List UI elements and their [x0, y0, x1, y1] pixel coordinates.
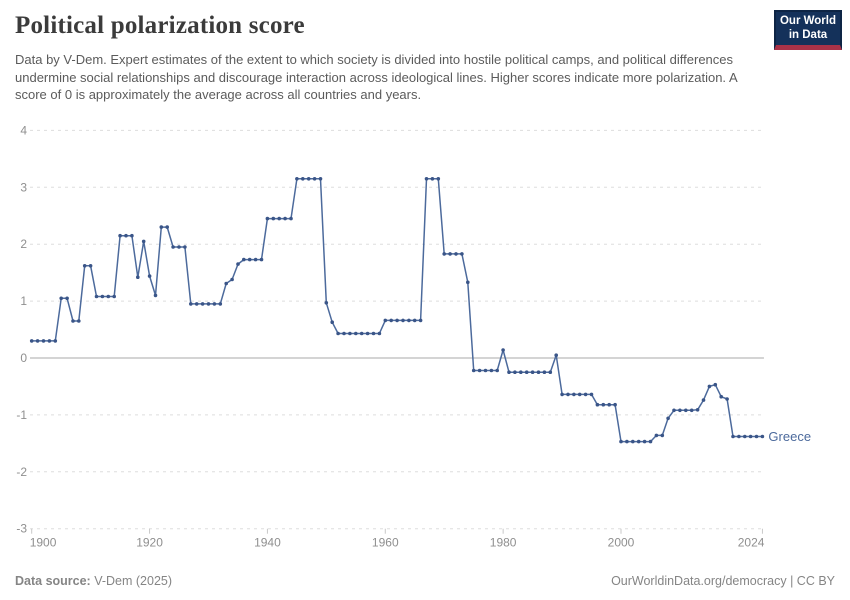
data-source-note: Data source: V-Dem (2025)	[15, 574, 172, 588]
y-axis-labels: 4 3 2 1 0 -1 -2 -3	[16, 123, 27, 535]
x-axis: 1900 1920 1940 1960 1980 2000 2024	[30, 528, 765, 550]
y-gridlines	[30, 129, 764, 530]
series-end-label-greece[interactable]: Greece	[768, 429, 811, 444]
svg-text:1900: 1900	[30, 536, 57, 550]
svg-text:1980: 1980	[490, 536, 517, 550]
greece-series-markers[interactable]	[29, 177, 765, 444]
owid-citation-link[interactable]: OurWorldinData.org/democracy | CC BY	[611, 574, 835, 588]
owid-logo-line2: in Data	[788, 28, 828, 41]
svg-text:-3: -3	[16, 522, 27, 536]
svg-text:1940: 1940	[254, 536, 281, 550]
svg-text:1: 1	[20, 294, 27, 308]
greece-series-line[interactable]	[30, 178, 764, 443]
owid-logo-line1: Our World	[779, 14, 836, 27]
chart-footer: Data source: V-Dem (2025) OurWorldinData…	[15, 574, 835, 588]
svg-text:2: 2	[20, 237, 27, 251]
svg-text:2000: 2000	[608, 536, 635, 550]
svg-text:-1: -1	[16, 408, 27, 422]
svg-text:3: 3	[20, 180, 27, 194]
data-source-label: Data source:	[15, 574, 91, 588]
page-title: Political polarization score	[15, 12, 305, 39]
data-source-value: V-Dem (2025)	[94, 574, 173, 588]
svg-text:-2: -2	[16, 465, 27, 479]
svg-text:1960: 1960	[372, 536, 399, 550]
svg-text:4: 4	[20, 123, 27, 137]
svg-text:2024: 2024	[738, 536, 765, 550]
chart-subtitle: Data by V-Dem. Expert estimates of the e…	[15, 52, 737, 102]
svg-text:1920: 1920	[136, 536, 163, 550]
owid-logo[interactable]: Our World in Data	[774, 10, 842, 50]
svg-text:0: 0	[20, 351, 27, 365]
